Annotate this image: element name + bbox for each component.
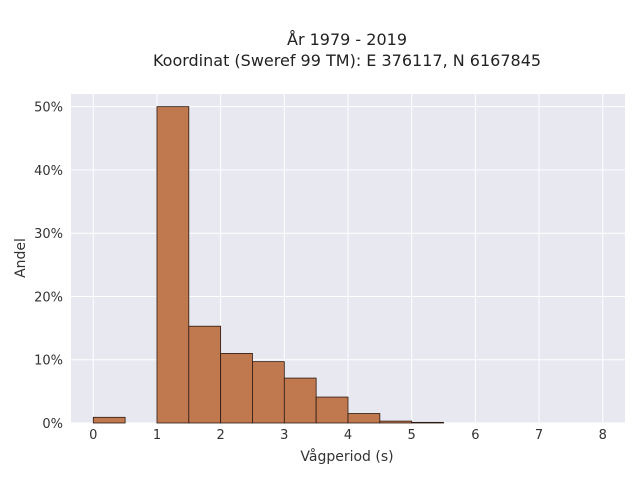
histogram-bar xyxy=(347,413,381,424)
x-tick-label: 8 xyxy=(599,428,607,443)
bars xyxy=(92,106,444,424)
histogram-bar xyxy=(252,361,285,424)
x-axis-ticks: 0 1 2 3 4 5 6 7 8 xyxy=(89,428,607,443)
y-tick-label: 50% xyxy=(34,101,63,116)
histogram-bar xyxy=(379,420,413,424)
histogram-bar xyxy=(188,325,222,424)
x-tick-label: 6 xyxy=(471,428,479,443)
chart-subtitle: Koordinat (Sweref 99 TM): E 376117, N 61… xyxy=(153,51,541,70)
x-axis-label: Vågperiod (s) xyxy=(300,448,393,465)
y-tick-label: 20% xyxy=(34,290,63,305)
x-tick-label: 0 xyxy=(89,428,97,443)
x-tick-label: 7 xyxy=(535,428,543,443)
x-tick-label: 2 xyxy=(217,428,225,443)
chart-title: År 1979 - 2019 xyxy=(287,30,407,49)
y-tick-label: 30% xyxy=(34,227,63,242)
y-tick-label: 40% xyxy=(34,164,63,179)
x-tick-label: 4 xyxy=(344,428,352,443)
histogram-bar xyxy=(220,353,253,424)
y-axis-label: Andel xyxy=(13,238,29,278)
histogram-bar xyxy=(92,416,126,424)
y-tick-label: 0% xyxy=(42,417,63,432)
y-axis-ticks: 0% 10% 20% 30% 40% 50% xyxy=(34,101,63,432)
x-tick-label: 1 xyxy=(153,428,161,443)
x-tick-label: 3 xyxy=(280,428,288,443)
histogram-bar xyxy=(283,377,317,424)
x-tick-label: 5 xyxy=(408,428,416,443)
histogram-bar xyxy=(411,421,444,424)
histogram-bar xyxy=(315,396,349,424)
histogram-bar xyxy=(156,106,190,424)
y-tick-label: 10% xyxy=(34,354,63,369)
